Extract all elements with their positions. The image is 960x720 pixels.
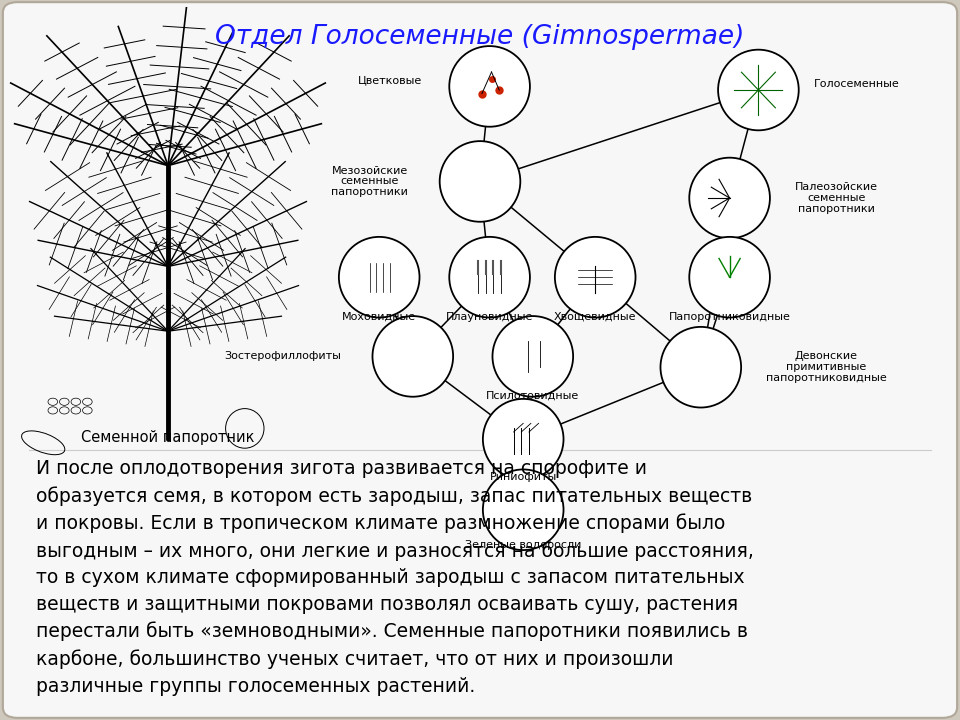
Text: Зостерофиллофиты: Зостерофиллофиты <box>224 351 341 361</box>
Text: И после оплодотворения зигота развивается на спорофите и
образуется семя, в кото: И после оплодотворения зигота развиваетс… <box>36 459 755 696</box>
Ellipse shape <box>492 316 573 397</box>
Ellipse shape <box>440 141 520 222</box>
Ellipse shape <box>449 46 530 127</box>
Text: Палеозойские
семенные
папоротники: Палеозойские семенные папоротники <box>795 182 877 214</box>
Text: Мезозойские
семенные
папоротники: Мезозойские семенные папоротники <box>331 166 408 197</box>
Text: Голосеменные: Голосеменные <box>814 79 900 89</box>
Ellipse shape <box>718 50 799 130</box>
Ellipse shape <box>689 237 770 318</box>
Text: Папоротниковидные: Папоротниковидные <box>669 312 790 322</box>
Ellipse shape <box>372 316 453 397</box>
Ellipse shape <box>555 237 636 318</box>
Ellipse shape <box>483 469 564 550</box>
Text: Отдел Голосеменные (Gimnospermae): Отдел Голосеменные (Gimnospermae) <box>215 24 745 50</box>
Ellipse shape <box>339 237 420 318</box>
Text: Цветковые: Цветковые <box>358 76 422 86</box>
Text: Хвощевидные: Хвощевидные <box>554 312 636 322</box>
Text: Псилотовидные: Псилотовидные <box>486 391 580 401</box>
Text: Риниофиты: Риниофиты <box>490 472 557 482</box>
Text: Моховидные: Моховидные <box>342 312 417 322</box>
Ellipse shape <box>483 399 564 480</box>
Ellipse shape <box>689 158 770 238</box>
Text: Зеленые водоросли: Зеленые водоросли <box>465 540 582 550</box>
Ellipse shape <box>660 327 741 408</box>
Ellipse shape <box>449 237 530 318</box>
Text: Семенной папоротник: Семенной папоротник <box>82 431 254 445</box>
Text: Девонские
примитивные
папоротниковидные: Девонские примитивные папоротниковидные <box>766 351 887 383</box>
Text: Плауновидные: Плауновидные <box>445 312 534 322</box>
